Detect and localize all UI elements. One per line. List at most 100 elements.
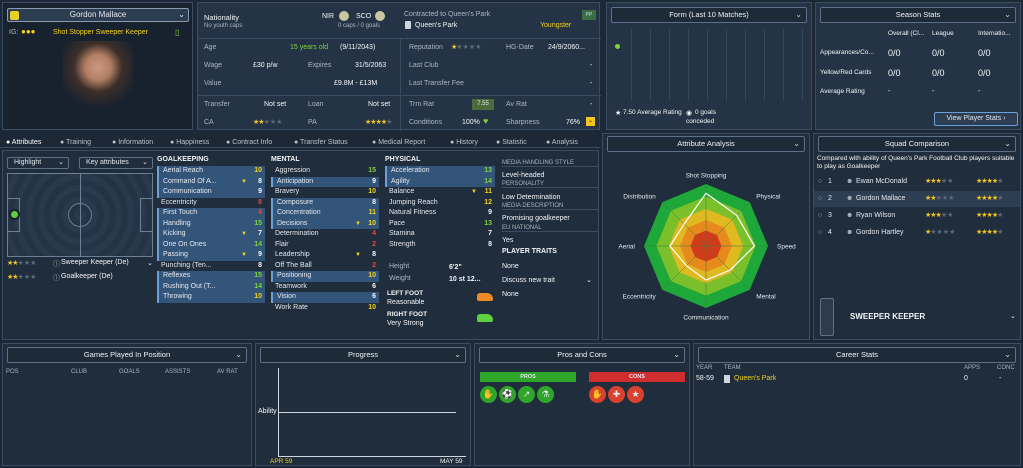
tab-analysis[interactable]: ● Analysis <box>546 138 578 148</box>
season-header[interactable]: Season Stats ⌄ <box>820 7 1016 23</box>
squad-row[interactable]: ○ 2 ☻ Gordon Mallace ★★★★★ ★★★★★ <box>814 191 1020 207</box>
chevron-down-icon[interactable]: ⌄ <box>178 10 185 19</box>
chevron-down-icon[interactable]: ⌄ <box>793 139 800 148</box>
squad-player-name[interactable]: Gordon Hartley <box>856 229 904 236</box>
squad-player-name[interactable]: Ewan McDonald <box>856 178 907 185</box>
tab-history[interactable]: ● History <box>450 138 478 148</box>
attribute-row[interactable]: One On Ones 14 <box>157 239 265 250</box>
attribute-row[interactable]: Concentration 11 <box>271 208 379 219</box>
radio-circle-icon[interactable]: ○ <box>818 229 823 236</box>
chevron-down-icon[interactable]: ⌄ <box>673 350 680 359</box>
player-traits-value: None <box>502 263 519 270</box>
chevron-down-icon[interactable]: ⌄ <box>1004 139 1011 148</box>
tab-attributes[interactable]: ● Attributes <box>6 138 41 148</box>
chevron-down-icon[interactable]: ⌄ <box>454 350 461 359</box>
contract-club[interactable]: Queen's Park <box>415 22 458 29</box>
info-icon[interactable]: ⓘ <box>53 275 60 282</box>
view-player-stats-button[interactable]: View Player Stats › <box>934 112 1018 126</box>
attribute-row[interactable]: Acceleration 13 <box>385 166 495 177</box>
chevron-down-icon[interactable]: ⌄ <box>1010 313 1016 320</box>
attribute-row[interactable]: Eccentricity 8 <box>157 198 265 209</box>
squad-player-name[interactable]: Gordon Mallace <box>856 195 906 202</box>
tab-training[interactable]: ● Training <box>60 138 91 148</box>
analysis-header[interactable]: Attribute Analysis ⌄ <box>607 136 805 152</box>
squad-row[interactable]: ○ 4 ☻ Gordon Hartley ★★★★★ ★★★★★ <box>814 225 1020 241</box>
chevron-down-icon[interactable]: ⌄ <box>147 260 153 267</box>
tab-information[interactable]: ● Information <box>112 138 153 148</box>
attribute-row[interactable]: Communication 9 <box>157 187 265 198</box>
attribute-row[interactable]: Natural Fitness 9 <box>385 208 495 219</box>
attribute-row[interactable]: Strength 8 <box>385 240 495 251</box>
attribute-row[interactable]: Aggression 15 <box>271 166 379 177</box>
attribute-row[interactable]: Bravery 10 <box>271 187 379 198</box>
attribute-row[interactable]: First Touch 4 <box>157 208 265 219</box>
squad-row[interactable]: ○ 3 ☻ Ryan Wilson ★★★★★ ★★★★★ <box>814 208 1020 224</box>
gk-position-dot[interactable] <box>9 209 20 220</box>
attribute-row[interactable]: Command Of A... ▼ 8 <box>157 176 265 187</box>
career-row[interactable]: 58-59 Queen's Park 0 - <box>694 373 1020 385</box>
tab-happiness[interactable]: ● Happiness <box>170 138 209 148</box>
attribute-row[interactable]: Work Rate 10 <box>271 303 379 314</box>
attribute-row[interactable]: Leadership ▼ 8 <box>271 250 379 261</box>
attribute-row[interactable]: Pace 13 <box>385 219 495 230</box>
mental-column: MENTAL Aggression 15 Anticipation 9 Bravery 1… <box>271 156 381 336</box>
attribute-row[interactable]: Determination 4 <box>271 229 379 240</box>
radio-circle-icon[interactable]: ○ <box>818 212 823 219</box>
chevron-down-icon[interactable]: ⌄ <box>1004 350 1011 359</box>
season-row-label: Yellow/Red Cards <box>820 69 872 76</box>
form-header[interactable]: Form (Last 10 Matches) ⌄ <box>611 7 807 23</box>
radar-label: Eccentricity <box>623 294 657 301</box>
chevron-down-icon[interactable]: ⌄ <box>1004 10 1011 19</box>
radar-label: Shot Stopping <box>686 173 727 180</box>
squad-panel: Squad Comparison ⌄ Compared with ability … <box>813 133 1021 340</box>
games-header[interactable]: Games Played In Position ⌄ <box>7 347 247 363</box>
attribute-row[interactable]: Punching (Ten... 8 <box>157 261 265 272</box>
attribute-row[interactable]: Kicking ▼ 7 <box>157 229 265 240</box>
squad-player-name[interactable]: Ryan Wilson <box>856 212 896 219</box>
attribute-row[interactable]: Agility 14 <box>385 176 495 187</box>
attribute-row[interactable]: Stamina 7 <box>385 229 495 240</box>
attribute-row[interactable]: Reflexes 15 <box>157 271 265 282</box>
attribute-row[interactable]: Rushing Out (T... 14 <box>157 281 265 292</box>
nation-sco[interactable]: SCO <box>356 13 372 20</box>
chevron-down-icon[interactable]: ⌄ <box>586 277 592 284</box>
attribute-row[interactable]: Jumping Reach 12 <box>385 198 495 209</box>
shortlist-icon[interactable]: ▯ <box>175 28 180 37</box>
player-name-bar[interactable]: Gordon Mallace ⌄ <box>7 8 189 22</box>
progress-header[interactable]: Progress ⌄ <box>260 347 466 363</box>
chevron-down-icon[interactable]: ⌄ <box>795 10 802 19</box>
squad-header[interactable]: Squad Comparison ⌄ <box>818 136 1016 152</box>
expires-label: Expires <box>308 62 332 69</box>
career-header[interactable]: Career Stats ⌄ <box>698 347 1016 363</box>
tab-transfer-status[interactable]: ● Transfer Status <box>294 138 348 148</box>
attribute-row[interactable]: Passing ▼ 9 <box>157 250 265 261</box>
radio-circle-icon[interactable]: ○ <box>818 195 823 202</box>
attribute-row[interactable]: Balance ▼ 11 <box>385 187 495 198</box>
attribute-row[interactable]: Decisions ▼ 10 <box>271 218 379 229</box>
key-attributes-dropdown[interactable]: Key attributes ⌄ <box>79 157 153 169</box>
squad-rank: 3 <box>828 212 832 219</box>
attribute-row[interactable]: Throwing 10 <box>157 292 265 303</box>
nation-nir[interactable]: NIR <box>322 13 335 20</box>
tab-statistic[interactable]: ● Statistic <box>496 138 527 148</box>
attribute-row[interactable]: Aerial Reach 10 <box>157 166 265 177</box>
discuss-trait-button[interactable]: Discuss new trait <box>502 277 555 284</box>
attribute-row[interactable]: Positioning 10 <box>271 271 379 282</box>
tab-contract-info[interactable]: ● Contract Info <box>226 138 272 148</box>
attribute-row[interactable]: Teamwork 6 <box>271 282 379 293</box>
attribute-row[interactable]: Anticipation 9 <box>271 176 379 187</box>
info-icon[interactable]: ⓘ <box>53 261 60 268</box>
tab-medical-report[interactable]: ● Medical Report <box>372 138 425 148</box>
highlight-dropdown[interactable]: Highlight ⌄ <box>7 157 69 169</box>
career-team[interactable]: Queen's Park <box>734 375 777 382</box>
attribute-row[interactable]: Flair 2 <box>271 240 379 251</box>
chevron-down-icon[interactable]: ⌄ <box>235 350 242 359</box>
attribute-row[interactable]: Handling 15 <box>157 218 265 229</box>
attribute-row[interactable]: Vision 6 <box>271 292 379 303</box>
proscons-header[interactable]: Pros and Cons ⌄ <box>479 347 685 363</box>
attribute-row[interactable]: Composure 8 <box>271 197 379 208</box>
squad-row[interactable]: ○ 1 ☻ Ewan McDonald ★★★★★ ★★★★★ <box>814 174 1020 190</box>
radio-circle-icon[interactable]: ○ <box>818 178 823 185</box>
attribute-row[interactable]: Off The Ball 2 <box>271 261 379 272</box>
attribute-value: 8 <box>372 251 376 258</box>
